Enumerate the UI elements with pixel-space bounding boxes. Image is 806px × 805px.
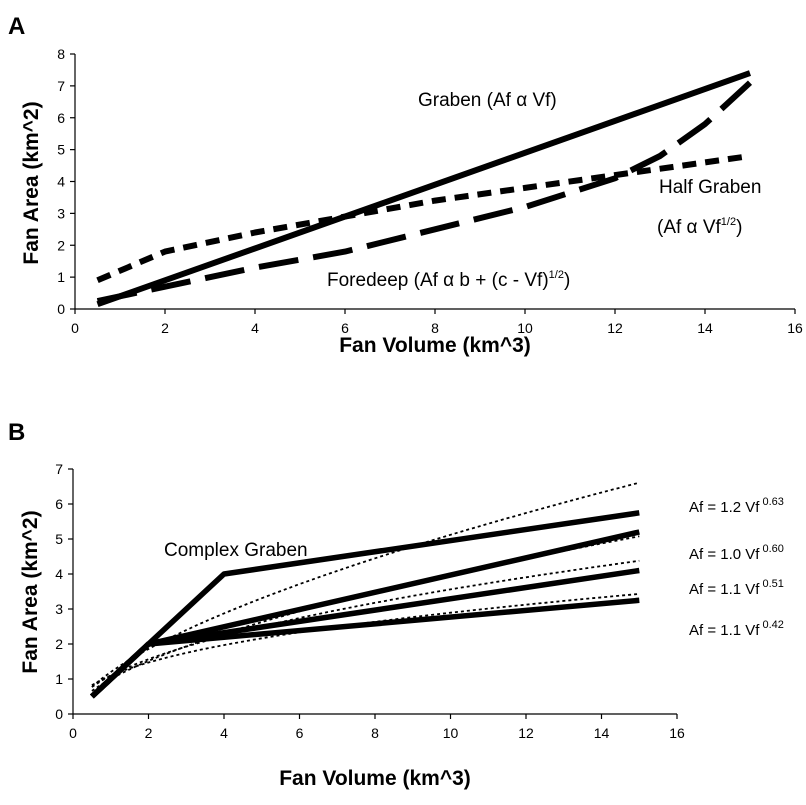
half-graben-relation-text: (Af α Vf (657, 217, 721, 238)
panel-a-y-tick-label: 1 (57, 269, 65, 285)
panel-b-y-tick-label: 5 (55, 531, 63, 547)
equation-label-1: Af = 1.2 Vf 0.63 (689, 496, 784, 516)
panel-b-x-tick-label: 0 (69, 725, 77, 741)
graben-label: Graben (Af α Vf) (418, 90, 557, 111)
panel-a-x-ticks: 0 2 4 6 8 10 12 14 16 (71, 309, 803, 336)
panel-b-x-tick-label: 16 (669, 725, 685, 741)
panel-a-y-tick-label: 3 (57, 205, 65, 221)
panel-b-x-tick-label: 4 (220, 725, 228, 741)
panel-b-series-4-solid-line (90, 597, 640, 699)
panel-a-y-axis-title: Fan Area (km^2) (20, 101, 43, 264)
panel-b-y-tick-label: 6 (55, 496, 63, 512)
equation-1-text: Af = 1.2 Vf (689, 499, 760, 516)
panel-a-x-tick-label: 0 (71, 320, 79, 336)
equation-1-exponent: 0.63 (762, 496, 783, 508)
panel-letter-b: B (8, 419, 25, 446)
equation-2-exponent: 0.60 (762, 543, 783, 555)
equation-3-exponent: 0.51 (762, 578, 783, 590)
equation-label-3: Af = 1.1 Vf 0.51 (689, 578, 784, 598)
half-graben-exponent: 1/2 (721, 216, 736, 228)
panel-a-y-tick-label: 2 (57, 237, 65, 253)
panel-b-x-tick-label: 8 (371, 725, 379, 741)
panel-b-y-tick-label: 2 (55, 636, 63, 652)
equation-3-text: Af = 1.1 Vf (689, 581, 760, 598)
panel-a-x-tick-label: 2 (161, 320, 169, 336)
panel-b-series-5-dotted-line (91, 481, 640, 688)
panel-a-x-tick-label: 4 (251, 320, 259, 336)
panel-b-series (90, 481, 640, 699)
panel-a-x-axis-title: Fan Volume (km^3) (339, 334, 531, 357)
equation-4-exponent: 0.42 (762, 619, 783, 631)
panel-letter-a: A (8, 13, 25, 40)
panel-b-x-tick-label: 2 (145, 725, 153, 741)
panel-a-x-tick-label: 12 (607, 320, 623, 336)
panel-a-series (96, 70, 753, 308)
equation-4-text: Af = 1.1 Vf (689, 622, 760, 639)
panel-a-y-tick-label: 5 (57, 142, 65, 158)
panel-b-x-tick-label: 10 (443, 725, 459, 741)
panel-b-x-tick-label: 12 (518, 725, 534, 741)
equation-label-4: Af = 1.1 Vf 0.42 (689, 619, 784, 639)
panel-b-x-tick-label: 14 (594, 725, 610, 741)
panel-a-x-tick-label: 8 (431, 320, 439, 336)
half-graben-label: Half Graben (659, 177, 761, 198)
panel-a-x-tick-label: 6 (341, 320, 349, 336)
panel-a-y-tick-label: 7 (57, 78, 65, 94)
half-graben-close: ) (736, 217, 742, 238)
panel-b-y-tick-label: 3 (55, 601, 63, 617)
panel-b-y-ticks: 0 1 2 3 4 5 6 7 (55, 461, 73, 722)
panel-a-x-tick-label: 10 (517, 320, 533, 336)
panel-b-y-tick-label: 0 (55, 706, 63, 722)
complex-graben-label: Complex Graben (164, 540, 308, 561)
panel-a-y-tick-label: 4 (57, 174, 65, 190)
equation-2-text: Af = 1.0 Vf (689, 546, 760, 563)
panel-b-y-tick-label: 4 (55, 566, 63, 582)
panel-b-y-tick-label: 7 (55, 461, 63, 477)
panel-a-y-ticks: 0 1 2 3 4 5 6 7 8 (57, 46, 75, 317)
foredeep-exponent: 1/2 (549, 269, 564, 281)
foredeep-close: ) (564, 270, 570, 291)
panel-a-x-tick-label: 16 (787, 320, 803, 336)
panel-a-series-3-long-dash-line (96, 80, 753, 304)
panel-b-x-tick-label: 6 (296, 725, 304, 741)
panel-b-y-tick-label: 1 (55, 671, 63, 687)
panel-b-x-ticks: 0 2 4 6 8 10 12 14 16 (69, 714, 685, 741)
panel-a-y-tick-label: 6 (57, 110, 65, 126)
panel-b-series-8-dotted-line (91, 593, 640, 686)
foredeep-label: Foredeep (Af α b + (c - Vf)1/2) (327, 269, 570, 291)
panel-b-series-3-solid-line (90, 567, 640, 699)
half-graben-relation: (Af α Vf1/2) (657, 216, 742, 238)
equation-label-2: Af = 1.0 Vf 0.60 (689, 543, 784, 563)
foredeep-label-text: Foredeep (Af α b + (c - Vf) (327, 270, 549, 291)
panel-a-series-1-solid-line (96, 70, 752, 308)
panel-a-series-2-short-dash-line (96, 153, 751, 284)
panel-a-x-tick-label: 14 (697, 320, 713, 336)
panel-a-y-tick-label: 0 (57, 301, 65, 317)
panel-b-y-axis-title: Fan Area (km^2) (19, 510, 42, 673)
panel-b-x-axis-title: Fan Volume (km^3) (279, 767, 471, 790)
panel-a-y-tick-label: 8 (57, 46, 65, 62)
